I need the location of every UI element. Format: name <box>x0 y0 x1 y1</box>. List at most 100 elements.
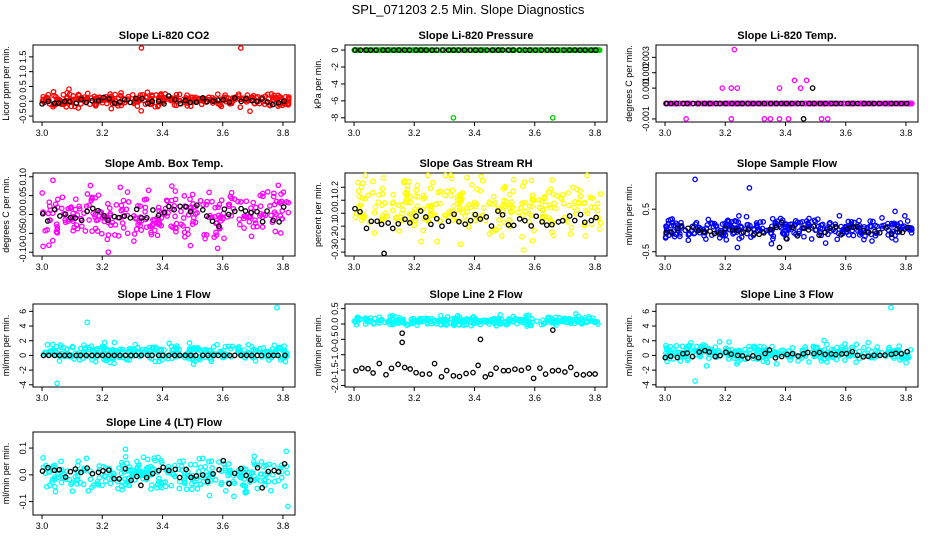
data-point <box>264 99 271 105</box>
data-point <box>734 85 741 91</box>
data-point <box>567 364 574 371</box>
data-point <box>247 477 254 483</box>
data-point <box>380 175 387 181</box>
data-point <box>373 47 379 53</box>
data-point <box>51 352 58 359</box>
data-point <box>285 209 292 216</box>
data-point <box>425 203 432 210</box>
data-point <box>549 177 556 183</box>
data-point <box>437 312 444 319</box>
data-point <box>520 247 527 253</box>
data-point <box>389 312 396 319</box>
data-point <box>235 346 242 353</box>
data-point <box>508 199 515 205</box>
chart-panel: Slope Li-820 Pressure kPa per min. 3.0 3.2 3… <box>313 30 608 138</box>
data-point <box>260 463 267 470</box>
data-point <box>276 219 282 225</box>
data-point <box>676 231 683 237</box>
data-point <box>670 100 677 107</box>
data-point <box>573 311 579 317</box>
data-point <box>182 352 189 359</box>
data-point <box>169 183 175 189</box>
data-point <box>118 470 125 477</box>
data-point <box>821 337 827 344</box>
data-point <box>762 350 768 357</box>
data-point <box>231 95 238 101</box>
data-point <box>166 467 172 474</box>
panels: Slope Li-820 CO2 Licor ppm per min. 3.0 3.2… <box>1 30 919 531</box>
data-points <box>662 46 915 122</box>
x-tick-label: 3.4 <box>156 262 169 272</box>
y-tick-label: 4 <box>641 324 651 329</box>
data-point <box>283 448 290 455</box>
data-point <box>872 222 879 229</box>
data-point <box>222 343 229 350</box>
data-point <box>105 467 112 474</box>
data-point <box>183 94 189 101</box>
data-point <box>177 352 183 359</box>
data-point <box>278 474 285 481</box>
data-point <box>352 47 358 53</box>
data-point <box>435 189 441 196</box>
data-point <box>401 177 408 184</box>
data-point <box>498 233 505 239</box>
data-point <box>102 473 109 479</box>
data-point <box>172 96 178 103</box>
data-point <box>761 116 768 122</box>
y-tick-label: -2 <box>641 366 651 374</box>
data-point <box>231 480 238 487</box>
data-point <box>757 343 763 350</box>
data-point <box>112 91 118 98</box>
data-point <box>270 94 276 101</box>
data-point <box>743 213 750 220</box>
data-point <box>205 352 211 359</box>
data-point <box>134 344 141 351</box>
data-point <box>138 352 145 359</box>
y-tick-label: -4 <box>18 381 28 389</box>
x-tick-label: 3.2 <box>96 128 109 138</box>
data-point <box>853 359 859 366</box>
data-point <box>84 465 90 471</box>
data-point <box>689 353 696 360</box>
data-point <box>414 193 421 200</box>
data-point <box>582 233 589 239</box>
data-point <box>76 205 83 212</box>
data-point <box>475 362 481 369</box>
data-point <box>783 100 790 107</box>
data-point <box>740 229 747 235</box>
data-point <box>248 352 255 359</box>
data-point <box>197 464 204 471</box>
data-point <box>257 203 264 210</box>
data-point <box>216 466 222 473</box>
data-point <box>474 186 480 193</box>
data-point <box>162 479 169 485</box>
data-point <box>248 233 255 240</box>
data-point <box>716 234 723 241</box>
data-point <box>376 360 383 367</box>
data-point <box>262 476 268 483</box>
x-tick-label: 3.6 <box>216 262 229 272</box>
data-point <box>805 227 812 233</box>
data-point <box>213 229 219 236</box>
data-point <box>427 211 434 218</box>
data-point <box>586 371 593 377</box>
y-tick-label: 0.1 <box>330 194 340 207</box>
data-point <box>119 220 126 226</box>
data-point <box>489 47 496 53</box>
data-point <box>505 367 512 374</box>
data-point <box>173 228 179 235</box>
data-point <box>701 100 708 107</box>
x-tick-label: 3.2 <box>408 393 421 403</box>
data-point <box>822 351 829 358</box>
data-point <box>160 464 167 471</box>
data-point <box>844 226 850 232</box>
y-tick-label: -0.10 <box>18 242 28 263</box>
chart-panel: Slope Li-820 CO2 Licor ppm per min. 3.0 3.2… <box>1 30 296 138</box>
data-point <box>685 237 692 244</box>
chart-panel: Slope Gas Stream RH percent per min. 3.0 3.… <box>313 158 608 272</box>
data-point <box>816 349 823 356</box>
data-point <box>566 47 573 53</box>
data-point <box>221 206 228 213</box>
data-point <box>62 474 69 480</box>
data-point <box>154 232 161 239</box>
